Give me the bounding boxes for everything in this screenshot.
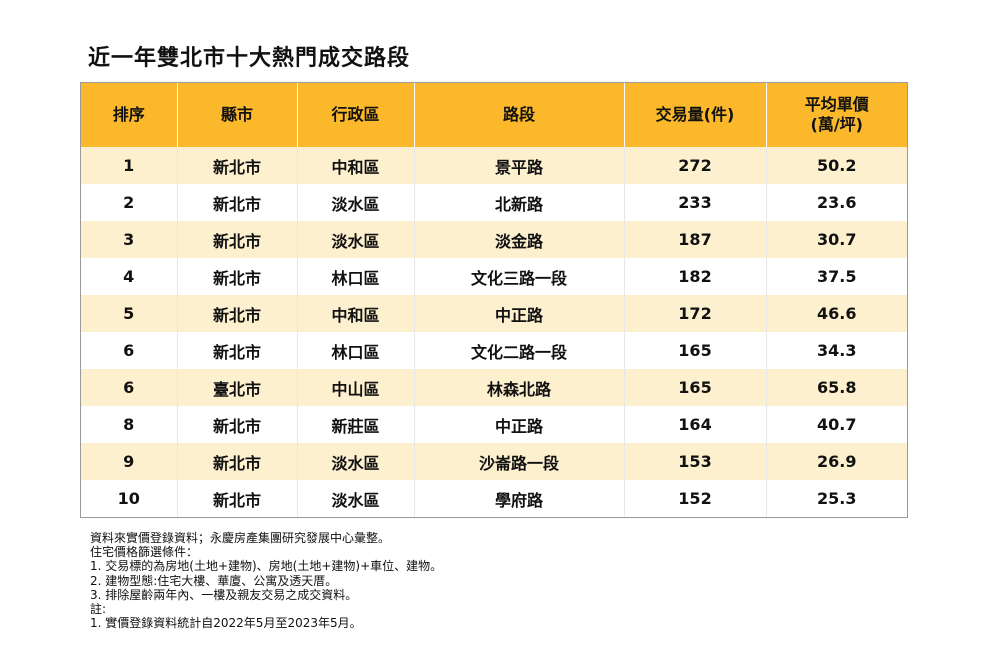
- cell-volume: 153: [624, 443, 767, 480]
- cell-price: 50.2: [766, 147, 907, 184]
- note-criteria-1: 1. 交易標的為房地(土地+建物)、房地(土地+建物)+車位、建物。: [90, 559, 443, 574]
- header-volume: 交易量(件): [624, 83, 767, 147]
- cell-city: 新北市: [177, 258, 298, 295]
- cell-district: 林口區: [297, 258, 415, 295]
- cell-rank: 8: [81, 406, 178, 443]
- cell-price: 46.6: [766, 295, 907, 332]
- table-row: 3 新北市 淡水區 淡金路 187 30.7: [81, 221, 907, 258]
- cell-city: 新北市: [177, 332, 298, 369]
- cell-district: 中和區: [297, 295, 415, 332]
- cell-city: 新北市: [177, 406, 298, 443]
- cell-city: 新北市: [177, 480, 298, 517]
- cell-district: 林口區: [297, 332, 415, 369]
- cell-district: 中和區: [297, 147, 415, 184]
- note-remark-heading: 註:: [90, 602, 107, 617]
- cell-road: 林森北路: [414, 369, 625, 406]
- cell-rank: 6: [81, 369, 178, 406]
- cell-rank: 1: [81, 147, 178, 184]
- table-body: 1 新北市 中和區 景平路 272 50.2 2 新北市 淡水區 北新路 233…: [81, 147, 907, 517]
- cell-district: 淡水區: [297, 221, 415, 258]
- cell-road: 沙崙路一段: [414, 443, 625, 480]
- cell-rank: 9: [81, 443, 178, 480]
- table-row: 5 新北市 中和區 中正路 172 46.6: [81, 295, 907, 332]
- cell-rank: 6: [81, 332, 178, 369]
- cell-price: 37.5: [766, 258, 907, 295]
- ranking-table: 排序 縣市 行政區 路段 交易量(件) 平均單價 (萬/坪) 1 新北市 中和區…: [80, 82, 908, 518]
- note-criteria-3: 3. 排除屋齡兩年內、一樓及親友交易之成交資料。: [90, 587, 358, 602]
- table-row: 4 新北市 林口區 文化三路一段 182 37.5: [81, 258, 907, 295]
- cell-road: 中正路: [414, 406, 625, 443]
- cell-volume: 182: [624, 258, 767, 295]
- cell-price: 23.6: [766, 184, 907, 221]
- cell-city: 新北市: [177, 443, 298, 480]
- cell-city: 臺北市: [177, 369, 298, 406]
- table-row: 8 新北市 新莊區 中正路 164 40.7: [81, 406, 907, 443]
- table-row: 1 新北市 中和區 景平路 272 50.2: [81, 147, 907, 184]
- cell-road: 景平路: [414, 147, 625, 184]
- cell-price: 25.3: [766, 480, 907, 517]
- cell-rank: 5: [81, 295, 178, 332]
- header-avg-price-unit: (萬/坪): [810, 115, 863, 134]
- cell-price: 65.8: [766, 369, 907, 406]
- table-row: 10 新北市 淡水區 學府路 152 25.3: [81, 480, 907, 517]
- page-title: 近一年雙北市十大熱門成交路段: [88, 46, 411, 71]
- cell-district: 淡水區: [297, 480, 415, 517]
- cell-city: 新北市: [177, 221, 298, 258]
- cell-district: 淡水區: [297, 443, 415, 480]
- cell-district: 中山區: [297, 369, 415, 406]
- cell-city: 新北市: [177, 147, 298, 184]
- cell-volume: 233: [624, 184, 767, 221]
- cell-rank: 3: [81, 221, 178, 258]
- note-criteria-heading: 住宅價格篩選條件：: [90, 545, 199, 560]
- cell-volume: 272: [624, 147, 767, 184]
- header-district: 行政區: [297, 83, 415, 147]
- cell-rank: 10: [81, 480, 178, 517]
- cell-volume: 187: [624, 221, 767, 258]
- footnotes: 資料來實價登錄資料；永慶房產集團研究發展中心彙整。 住宅價格篩選條件： 1. 交…: [90, 531, 442, 630]
- cell-road: 文化三路一段: [414, 258, 625, 295]
- cell-district: 淡水區: [297, 184, 415, 221]
- cell-price: 26.9: [766, 443, 907, 480]
- table-row: 6 臺北市 中山區 林森北路 165 65.8: [81, 369, 907, 406]
- header-rank: 排序: [81, 83, 178, 147]
- cell-rank: 2: [81, 184, 178, 221]
- cell-price: 34.3: [766, 332, 907, 369]
- cell-price: 40.7: [766, 406, 907, 443]
- cell-road: 北新路: [414, 184, 625, 221]
- table-row: 2 新北市 淡水區 北新路 233 23.6: [81, 184, 907, 221]
- table-header-row: 排序 縣市 行政區 路段 交易量(件) 平均單價 (萬/坪): [81, 83, 907, 147]
- table-row: 6 新北市 林口區 文化二路一段 165 34.3: [81, 332, 907, 369]
- cell-road: 學府路: [414, 480, 625, 517]
- note-source: 資料來實價登錄資料；永慶房產集團研究發展中心彙整。: [90, 531, 391, 545]
- cell-city: 新北市: [177, 295, 298, 332]
- cell-volume: 152: [624, 480, 767, 517]
- cell-road: 淡金路: [414, 221, 625, 258]
- header-avg-price: 平均單價 (萬/坪): [766, 83, 907, 147]
- cell-rank: 4: [81, 258, 178, 295]
- cell-city: 新北市: [177, 184, 298, 221]
- cell-volume: 165: [624, 369, 767, 406]
- header-road-section: 路段: [414, 83, 625, 147]
- cell-road: 文化二路一段: [414, 332, 625, 369]
- table-row: 9 新北市 淡水區 沙崙路一段 153 26.9: [81, 443, 907, 480]
- header-avg-price-label: 平均單價: [804, 95, 869, 114]
- note-criteria-2: 2. 建物型態:住宅大樓、華廈、公寓及透天厝。: [90, 573, 338, 588]
- cell-road: 中正路: [414, 295, 625, 332]
- cell-volume: 165: [624, 332, 767, 369]
- cell-district: 新莊區: [297, 406, 415, 443]
- cell-price: 30.7: [766, 221, 907, 258]
- cell-volume: 172: [624, 295, 767, 332]
- cell-volume: 164: [624, 406, 767, 443]
- note-remark-1: 1. 實價登錄資料統計自2022年5月至2023年5月。: [90, 616, 362, 631]
- header-city: 縣市: [177, 83, 298, 147]
